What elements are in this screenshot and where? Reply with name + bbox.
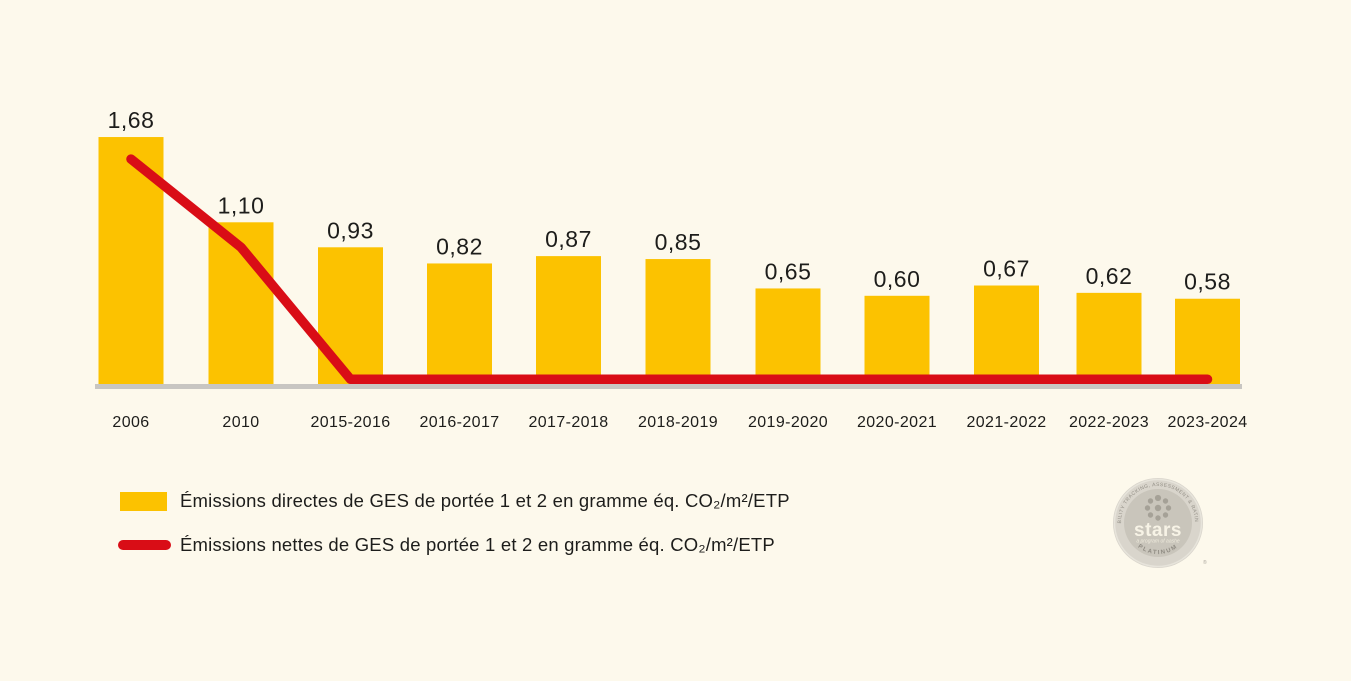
x-axis-label: 2006	[112, 414, 149, 431]
stars-dots-icon	[1144, 494, 1172, 521]
line-swatch-icon	[118, 540, 171, 550]
x-axis-label: 2016-2017	[419, 414, 499, 431]
bar-value-label: 0,65	[765, 258, 812, 284]
x-axis-label: 2010	[222, 414, 259, 431]
x-axis-label: 2018-2019	[638, 414, 718, 431]
x-axis-label: 2017-2018	[528, 414, 608, 431]
legend-item-net-emissions: Émissions nettes de GES de portée 1 et 2…	[118, 533, 790, 557]
x-axis-line	[95, 384, 1242, 389]
bar-2023-2024	[1175, 298, 1240, 384]
registered-mark: ®	[1203, 559, 1207, 566]
seal-highlight-ring	[1113, 478, 1203, 568]
bar-value-label: 0,60	[874, 266, 921, 292]
bar-value-label: 1,68	[108, 107, 155, 133]
bar-value-label: 0,85	[655, 229, 702, 255]
bar-2020-2021	[864, 295, 930, 384]
legend-swatch-wrap	[118, 491, 180, 511]
bar-value-label: 0,93	[327, 217, 374, 243]
bar-value-label: 0,58	[1184, 269, 1231, 295]
chart-legend: Émissions directes de GES de portée 1 et…	[118, 489, 790, 577]
x-axis-label: 2015-2016	[310, 414, 390, 431]
bar-2019-2020	[755, 288, 821, 384]
seal-wordmark: stars	[1134, 520, 1182, 541]
x-axis-label: 2019-2020	[748, 414, 828, 431]
x-axis-label: 2020-2021	[857, 414, 937, 431]
bar-value-label: 0,82	[436, 233, 483, 259]
bar-2016-2017	[427, 263, 492, 384]
bar-value-label: 0,62	[1086, 263, 1133, 289]
stars-platinum-seal: SUSTAINABILITY TRACKING, ASSESSMENT & RA…	[1111, 476, 1207, 568]
seal-inner-disc	[1124, 489, 1192, 557]
legend-label-direct: Émissions directes de GES de portée 1 et…	[180, 490, 790, 511]
bar-2021-2022	[974, 285, 1039, 384]
seal-tagline: a program of aashe	[1136, 539, 1180, 545]
bar-2018-2019	[645, 259, 711, 384]
net-emissions-line	[126, 154, 1213, 384]
emissions-chart: 1,68 2006 1,10 2010 0,93 2015-2016 0,82 2016-20…	[95, 107, 1247, 431]
bar-2017-2018	[536, 256, 601, 384]
bar-2015-2016	[318, 247, 383, 384]
bar-value-label: 1,10	[218, 192, 265, 218]
x-axis-label: 2022-2023	[1069, 414, 1149, 431]
legend-item-direct-emissions: Émissions directes de GES de portée 1 et…	[118, 489, 790, 513]
bar-2022-2023	[1076, 292, 1142, 384]
x-axis-label: 2021-2022	[966, 414, 1046, 431]
bar-swatch-icon	[120, 491, 167, 511]
legend-label-net: Émissions nettes de GES de portée 1 et 2…	[180, 534, 775, 555]
x-axis-label: 2023-2024	[1167, 414, 1247, 431]
bar-value-label: 0,67	[983, 256, 1030, 282]
bar-value-label: 0,87	[545, 226, 592, 252]
legend-swatch-wrap	[118, 540, 180, 550]
